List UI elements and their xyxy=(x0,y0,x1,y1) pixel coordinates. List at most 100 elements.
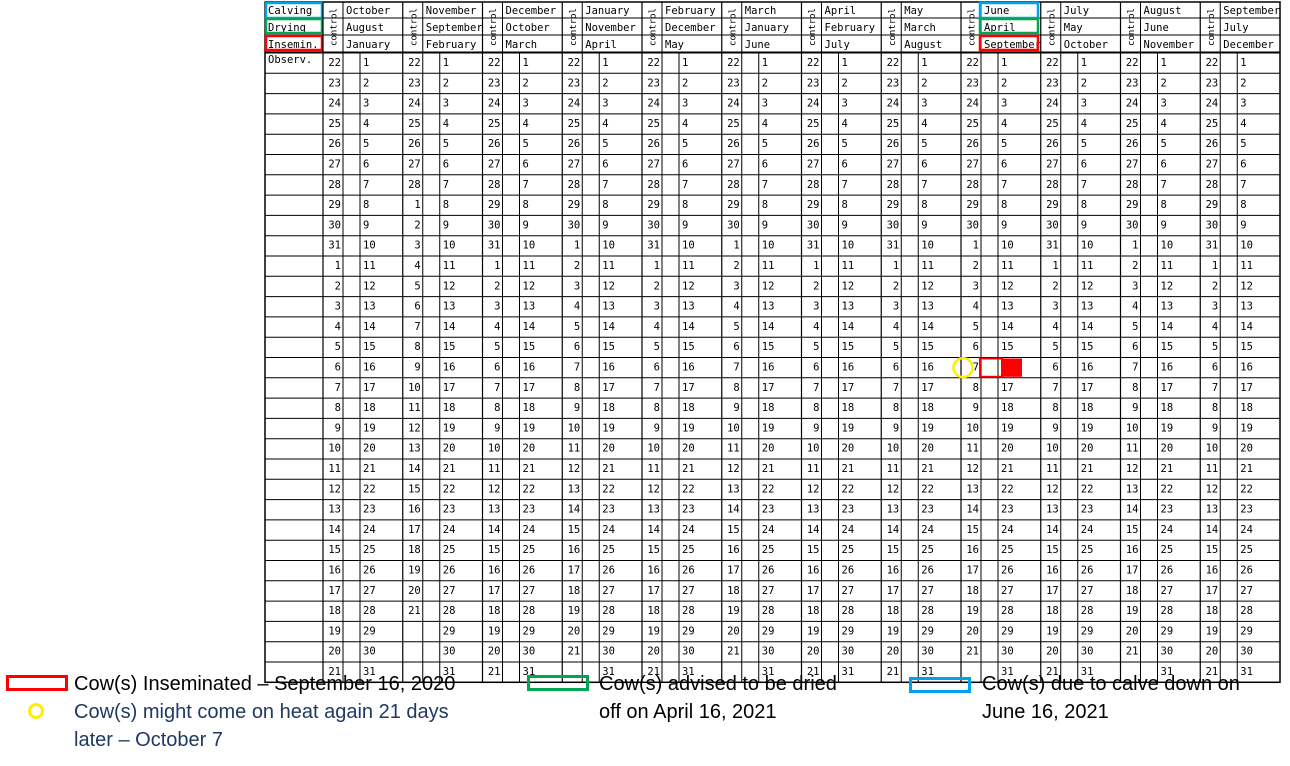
control-day: 22 xyxy=(408,57,421,69)
control-day: 24 xyxy=(328,98,341,110)
control-day: 26 xyxy=(647,138,660,150)
day-number: 23 xyxy=(682,504,695,516)
day-number: 5 xyxy=(1001,138,1007,150)
control-day: 26 xyxy=(966,138,979,150)
day-number: 4 xyxy=(1001,118,1007,130)
day-number: 31 xyxy=(762,666,775,678)
control-day: 8 xyxy=(973,382,979,394)
control-day: 19 xyxy=(1046,625,1059,637)
control-day: 4 xyxy=(654,321,660,333)
control-day: 22 xyxy=(887,57,900,69)
control-day: 15 xyxy=(568,524,581,536)
day-number: 30 xyxy=(363,646,376,658)
control-day: 8 xyxy=(574,382,580,394)
control-day: 30 xyxy=(727,219,740,231)
control-day: 22 xyxy=(727,57,740,69)
control-header-label: control xyxy=(569,8,579,46)
control-day: 18 xyxy=(966,585,979,597)
control-day: 21 xyxy=(966,646,979,658)
control-day: 7 xyxy=(973,362,979,374)
control-day: 19 xyxy=(1206,625,1219,637)
day-number: 28 xyxy=(363,605,376,617)
day-number: 14 xyxy=(523,321,536,333)
day-number: 13 xyxy=(1161,301,1174,313)
day-number: 3 xyxy=(921,98,927,110)
control-day: 22 xyxy=(1126,57,1139,69)
day-number: 8 xyxy=(523,199,529,211)
day-number: 23 xyxy=(1081,504,1094,516)
day-number: 4 xyxy=(682,118,688,130)
day-number: 2 xyxy=(363,77,369,89)
control-day: 31 xyxy=(647,240,660,252)
day-number: 15 xyxy=(842,341,855,353)
day-number: 10 xyxy=(921,240,934,252)
day-number: 18 xyxy=(443,402,456,414)
control-day: 8 xyxy=(1132,382,1138,394)
control-day: 16 xyxy=(568,544,581,556)
day-number: 1 xyxy=(363,57,369,69)
control-day: 17 xyxy=(1126,565,1139,577)
day-number: 22 xyxy=(1240,483,1253,495)
day-number: 23 xyxy=(1161,504,1174,516)
control-day: 28 xyxy=(1046,179,1059,191)
day-number: 30 xyxy=(443,646,456,658)
day-number: 20 xyxy=(682,443,695,455)
control-header-label: control xyxy=(649,8,659,46)
day-number: 18 xyxy=(762,402,775,414)
control-day: 23 xyxy=(1206,77,1219,89)
control-day: 14 xyxy=(488,524,501,536)
control-day: 4 xyxy=(1132,301,1138,313)
month-name: June xyxy=(984,5,1009,17)
control-day: 12 xyxy=(1206,483,1219,495)
control-day: 11 xyxy=(727,443,740,455)
day-number: 11 xyxy=(682,260,695,272)
control-day: 20 xyxy=(1126,625,1139,637)
day-number: 9 xyxy=(921,219,927,231)
day-number: 5 xyxy=(363,138,369,150)
day-number: 1 xyxy=(682,57,688,69)
control-day: 19 xyxy=(647,625,660,637)
day-number: 30 xyxy=(1161,646,1174,658)
day-number: 24 xyxy=(1001,524,1014,536)
day-number: 21 xyxy=(1240,463,1253,475)
control-day: 3 xyxy=(574,280,580,292)
control-day: 2 xyxy=(973,260,979,272)
day-number: 4 xyxy=(921,118,927,130)
day-number: 13 xyxy=(1081,301,1094,313)
month-name: July xyxy=(1064,5,1089,17)
control-day: 20 xyxy=(328,646,341,658)
control-day: 20 xyxy=(887,646,900,658)
day-number: 7 xyxy=(842,179,848,191)
day-number: 6 xyxy=(523,159,529,171)
control-day: 11 xyxy=(1126,443,1139,455)
day-number: 11 xyxy=(1001,260,1014,272)
day-number: 15 xyxy=(921,341,934,353)
control-day: 12 xyxy=(1126,463,1139,475)
day-number: 28 xyxy=(602,605,615,617)
day-number: 20 xyxy=(363,443,376,455)
day-number: 23 xyxy=(762,504,775,516)
day-number: 31 xyxy=(842,666,855,678)
control-day: 18 xyxy=(408,544,421,556)
control-day: 20 xyxy=(647,646,660,658)
month-name: October xyxy=(1064,39,1108,51)
day-number: 2 xyxy=(921,77,927,89)
control-day: 8 xyxy=(733,382,739,394)
control-day: 4 xyxy=(335,321,341,333)
day-number: 21 xyxy=(842,463,855,475)
control-day: 17 xyxy=(328,585,341,597)
day-number: 6 xyxy=(1240,159,1246,171)
control-day: 11 xyxy=(647,463,660,475)
control-day: 20 xyxy=(408,585,421,597)
day-number: 18 xyxy=(682,402,695,414)
day-number: 22 xyxy=(363,483,376,495)
control-day: 22 xyxy=(1206,57,1219,69)
control-day: 10 xyxy=(408,382,421,394)
control-day: 20 xyxy=(966,625,979,637)
control-day: 3 xyxy=(813,301,819,313)
control-header-label: control xyxy=(1047,8,1057,46)
day-number: 13 xyxy=(1240,301,1253,313)
day-number: 25 xyxy=(1001,544,1014,556)
control-day: 27 xyxy=(488,159,501,171)
control-day: 28 xyxy=(966,179,979,191)
